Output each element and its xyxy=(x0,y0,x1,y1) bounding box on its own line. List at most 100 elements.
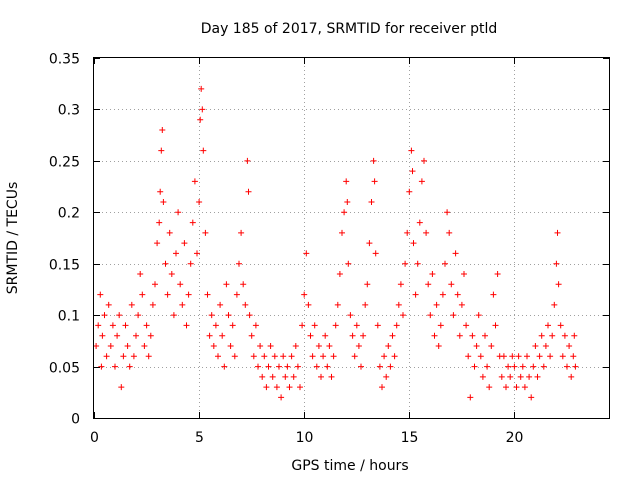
data-point-plus xyxy=(458,301,465,308)
data-point-plus xyxy=(149,301,156,308)
axis-ticks xyxy=(94,58,609,419)
data-point-plus xyxy=(280,353,287,360)
data-point-plus xyxy=(379,384,385,391)
data-point-plus xyxy=(284,363,291,370)
data-point-plus xyxy=(197,116,204,123)
data-point-plus xyxy=(423,229,430,236)
data-point-plus xyxy=(349,332,356,339)
data-point-plus xyxy=(168,271,175,277)
data-point-plus xyxy=(498,373,505,380)
data-point-plus xyxy=(128,301,135,308)
data-point-plus xyxy=(530,363,537,370)
data-point-plus xyxy=(315,343,322,349)
data-point-plus xyxy=(307,332,314,339)
data-point-plus xyxy=(250,353,257,360)
data-point-plus xyxy=(416,219,423,226)
y-axis-tick-labels: 0 0.05 0.1 0.15 0.2 0.25 0.3 0.35 xyxy=(49,52,80,428)
data-point-plus xyxy=(271,353,278,360)
data-point-plus xyxy=(189,219,196,226)
data-point-plus xyxy=(554,229,561,236)
data-point-plus xyxy=(571,332,578,339)
data-point-plus xyxy=(515,353,522,360)
data-point-plus xyxy=(116,312,123,319)
data-point-plus xyxy=(345,260,352,267)
data-point-plus xyxy=(344,199,351,205)
data-point-plus xyxy=(198,85,205,92)
x-tick-label: 5 xyxy=(195,430,204,446)
data-point-plus xyxy=(404,229,411,236)
data-point-plus xyxy=(261,353,268,360)
data-point-plus xyxy=(173,250,179,257)
data-point-plus xyxy=(549,332,556,339)
data-points xyxy=(93,85,579,401)
data-point-plus xyxy=(187,260,194,267)
data-point-plus xyxy=(412,291,419,298)
data-point-plus xyxy=(313,363,320,370)
y-axis-label: SRMTID / TECUs xyxy=(5,182,21,295)
data-point-plus xyxy=(305,301,312,308)
data-point-plus xyxy=(358,363,364,370)
data-point-plus xyxy=(477,353,484,360)
data-point-plus xyxy=(364,281,371,288)
y-tick-label: 0.15 xyxy=(49,258,80,274)
data-point-plus xyxy=(414,260,421,267)
y-tick-label: 0.05 xyxy=(49,361,80,377)
data-point-plus xyxy=(107,343,114,349)
data-point-plus xyxy=(385,343,392,349)
data-point-plus xyxy=(219,332,226,339)
data-point-plus xyxy=(555,281,562,288)
data-point-plus xyxy=(227,343,234,349)
data-point-plus xyxy=(519,363,526,370)
data-point-plus xyxy=(141,343,148,349)
data-point-plus xyxy=(276,363,282,370)
data-point-plus xyxy=(191,178,198,185)
data-point-plus xyxy=(145,353,152,360)
data-point-plus xyxy=(435,343,442,349)
data-point-plus xyxy=(332,322,339,329)
data-point-plus xyxy=(303,250,310,257)
data-point-plus xyxy=(456,332,463,339)
data-point-plus xyxy=(494,271,501,277)
data-point-plus xyxy=(147,332,154,339)
data-point-plus xyxy=(409,168,416,175)
data-point-plus xyxy=(461,271,467,277)
data-point-plus xyxy=(347,312,354,319)
data-point-plus xyxy=(387,363,394,370)
data-point-plus xyxy=(248,332,255,339)
data-point-plus xyxy=(383,373,390,380)
data-point-plus xyxy=(362,301,369,308)
data-point-plus xyxy=(355,343,362,349)
data-point-plus xyxy=(244,157,251,164)
data-point-plus xyxy=(341,209,348,216)
y-tick-label: 0 xyxy=(71,412,80,428)
data-point-plus xyxy=(526,373,533,380)
data-point-plus xyxy=(97,291,104,298)
data-point-plus xyxy=(269,373,276,380)
x-tick-label: 0 xyxy=(90,430,99,446)
data-point-plus xyxy=(425,281,432,288)
data-point-plus xyxy=(126,363,133,370)
data-point-plus xyxy=(545,322,551,329)
data-point-plus xyxy=(299,322,306,329)
data-point-plus xyxy=(517,373,524,380)
data-point-plus xyxy=(374,322,381,329)
data-point-plus xyxy=(467,394,474,401)
data-point-plus xyxy=(297,384,303,391)
data-point-plus xyxy=(267,343,274,349)
data-point-plus xyxy=(103,353,110,360)
data-point-plus xyxy=(326,343,333,349)
data-point-plus xyxy=(528,394,535,401)
data-point-plus xyxy=(505,363,512,370)
data-point-plus xyxy=(99,332,106,339)
data-point-plus xyxy=(105,301,112,308)
data-point-plus xyxy=(418,178,425,185)
x-tick-label: 15 xyxy=(401,430,419,446)
data-point-plus xyxy=(339,229,345,236)
data-point-plus xyxy=(225,312,232,319)
data-point-plus xyxy=(553,260,560,267)
data-point-plus xyxy=(240,281,247,288)
data-point-plus xyxy=(206,332,213,339)
data-point-plus xyxy=(368,199,375,205)
data-point-plus xyxy=(351,353,358,360)
data-point-plus xyxy=(152,281,158,288)
